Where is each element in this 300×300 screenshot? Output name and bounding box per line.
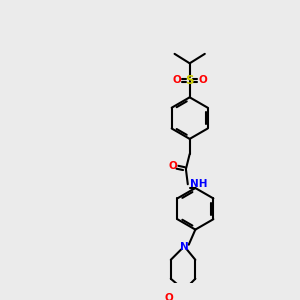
Text: O: O [199,75,207,85]
Text: NH: NH [190,179,207,189]
Text: O: O [168,161,177,171]
Text: N: N [180,242,188,252]
Text: O: O [172,75,181,85]
Text: O: O [164,292,173,300]
Text: S: S [185,74,194,87]
